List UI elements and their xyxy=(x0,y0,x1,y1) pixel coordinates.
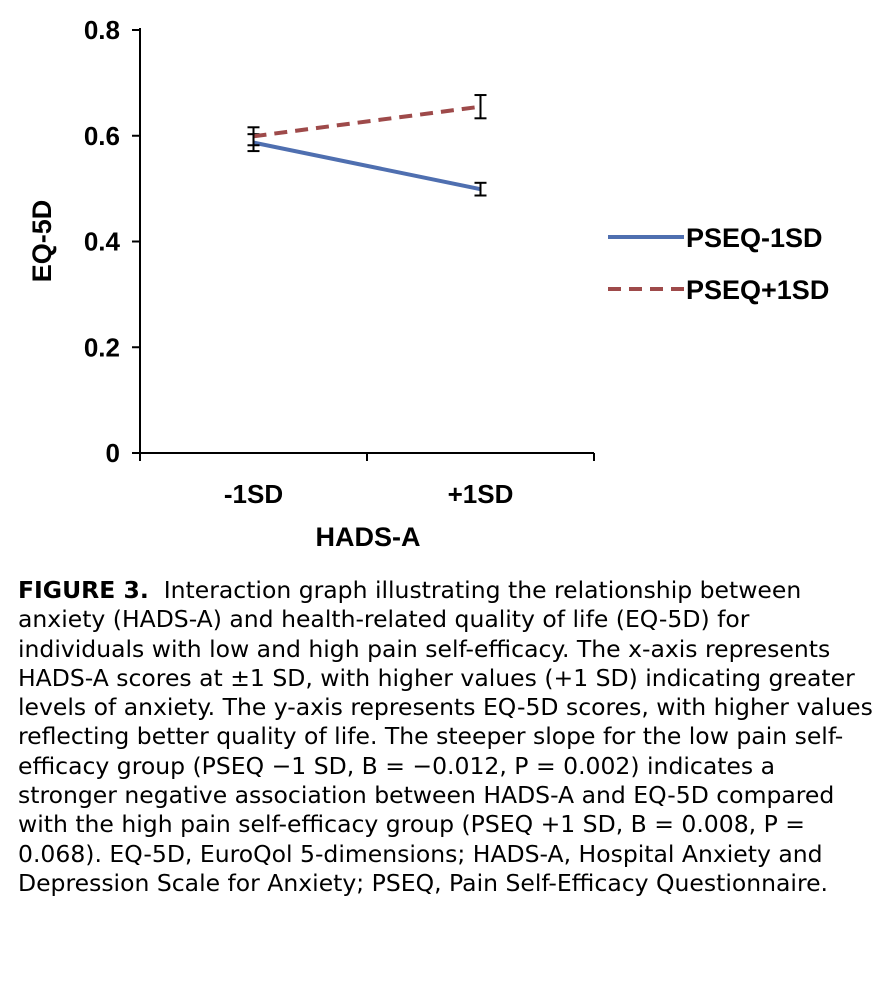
series-layer xyxy=(247,94,487,197)
y-tick-label: 0.4 xyxy=(84,227,121,257)
caption-text: Interaction graph illustrating the relat… xyxy=(18,576,873,897)
y-tick-label: 0 xyxy=(106,438,120,468)
series-line-1 xyxy=(253,140,481,192)
legend-label-2: PSEQ+1SD xyxy=(686,275,829,305)
legend: PSEQ-1SD PSEQ+1SD xyxy=(608,223,829,305)
series-line-2 xyxy=(253,104,481,139)
y-axis-label: EQ-5D xyxy=(27,200,57,283)
x-tick-label: +1SD xyxy=(448,479,514,509)
x-axis-label: HADS-A xyxy=(316,522,421,552)
y-tick-label: 0.2 xyxy=(84,332,120,362)
y-tick-label: 0.8 xyxy=(84,15,120,45)
caption-lead: FIGURE 3. xyxy=(18,576,149,604)
x-tick-label: -1SD xyxy=(224,479,283,509)
figure-caption: FIGURE 3. Interaction graph illustrating… xyxy=(18,576,878,898)
y-tick-label: 0.6 xyxy=(84,121,120,151)
legend-label-1: PSEQ-1SD xyxy=(686,223,823,253)
axes: 0 0.2 0.4 0.6 0.8 -1SD +1SD xyxy=(84,15,595,509)
interaction-chart: 0 0.2 0.4 0.6 0.8 -1SD +1SD PSEQ-1SD PSEQ+1SD E… xyxy=(27,15,829,552)
